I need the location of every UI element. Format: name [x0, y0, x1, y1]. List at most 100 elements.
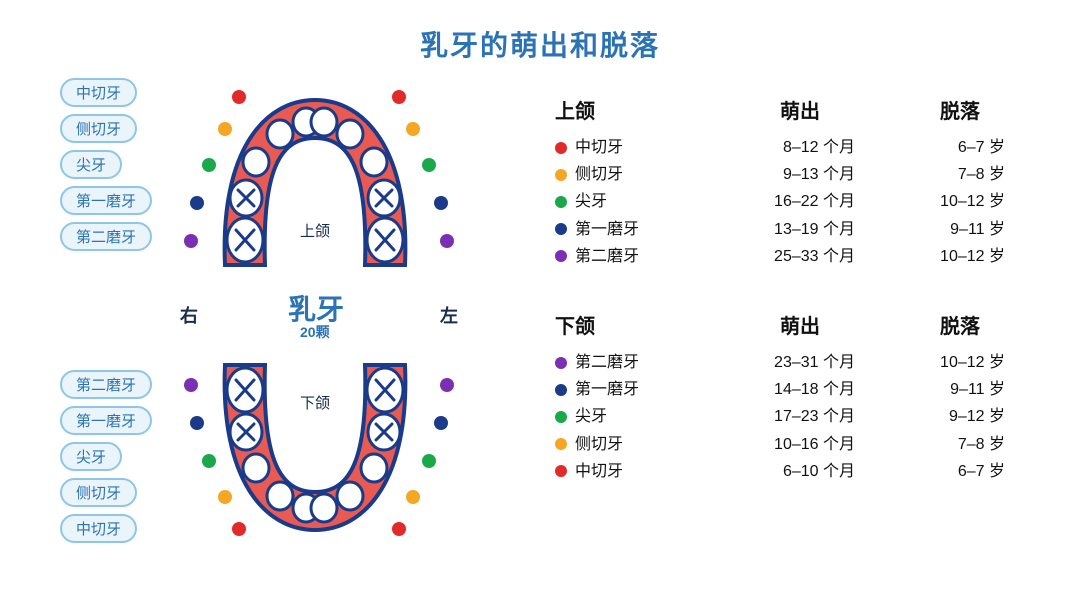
row-name: 中切牙 [555, 134, 715, 161]
tooth-type-label: 侧切牙 [60, 114, 137, 143]
legend-dot [555, 384, 567, 396]
row-shed: 6–7 岁 [885, 134, 1035, 161]
table-row: 尖牙 17–23 个月9–12 岁 [555, 403, 1055, 430]
col-shed: 脱落 [885, 95, 1035, 124]
row-erupt: 14–18 个月 [715, 376, 885, 403]
lower-arch [210, 350, 420, 540]
tooth-dot [434, 416, 448, 430]
tooth-dot [232, 522, 246, 536]
tooth-type-label: 第一磨牙 [60, 406, 152, 435]
legend-dot [555, 169, 567, 181]
row-name-text: 第一磨牙 [575, 376, 639, 403]
tables-area: 上颌萌出脱落中切牙8–12 个月6–7 岁侧切牙9–13 个月7–8 岁尖牙16… [555, 95, 1055, 525]
page-title: 乳牙的萌出和脱落 [0, 24, 1080, 64]
table-row: 中切牙6–10 个月6–7 岁 [555, 458, 1055, 485]
col-erupt: 萌出 [715, 95, 885, 124]
tooth-dot [232, 90, 246, 104]
row-shed: 9–12 岁 [885, 403, 1035, 430]
row-name-text: 尖牙 [575, 188, 607, 215]
tooth-dot [422, 454, 436, 468]
legend-dot [555, 357, 567, 369]
row-name-text: 中切牙 [575, 134, 623, 161]
tooth-dot [184, 378, 198, 392]
legend-dot [555, 223, 567, 235]
table-lower: 下颌萌出脱落第二磨牙 23–31 个月10–12 岁第一磨牙 14–18 个月9–1… [555, 310, 1055, 485]
tooth-dot [202, 158, 216, 172]
table-row: 第一磨牙14–18 个月9–11 岁 [555, 376, 1055, 403]
tooth-dot [392, 522, 406, 536]
legend-dot [555, 465, 567, 477]
row-erupt: 17–23 个月 [715, 403, 885, 430]
col-jaw: 下颌 [555, 310, 715, 339]
row-shed: 10–12 岁 [885, 349, 1035, 376]
row-name-text: 尖牙 [575, 403, 607, 430]
tooth-type-label: 尖牙 [60, 442, 122, 471]
row-name: 尖牙 [555, 403, 715, 430]
row-shed: 7–8 岁 [885, 161, 1035, 188]
upper-jaw-label: 上颌 [300, 220, 330, 241]
row-name-text: 侧切牙 [575, 431, 623, 458]
row-shed: 10–12 岁 [885, 188, 1035, 215]
legend-dot [555, 196, 567, 208]
table-row: 第一磨牙13–19 个月9–11 岁 [555, 216, 1055, 243]
tooth-dot [440, 234, 454, 248]
table-row: 第二磨牙 23–31 个月10–12 岁 [555, 349, 1055, 376]
row-name-text: 侧切牙 [575, 161, 623, 188]
legend-dot [555, 411, 567, 423]
row-erupt: 6–10 个月 [715, 458, 885, 485]
tooth-type-label: 第二磨牙 [60, 222, 152, 251]
tooth-dot [190, 416, 204, 430]
tooth-dot [406, 122, 420, 136]
row-erupt: 25–33 个月 [715, 243, 885, 270]
tooth-type-label: 侧切牙 [60, 478, 137, 507]
row-shed: 6–7 岁 [885, 458, 1035, 485]
row-erupt: 23–31 个月 [715, 349, 885, 376]
tooth-type-label: 第一磨牙 [60, 186, 152, 215]
row-erupt: 10–16 个月 [715, 431, 885, 458]
tooth-type-label: 中切牙 [60, 514, 137, 543]
legend-dot [555, 438, 567, 450]
row-name: 中切牙 [555, 458, 715, 485]
row-name: 第一磨牙 [555, 376, 715, 403]
lower-jaw-label: 下颌 [300, 392, 330, 413]
col-jaw: 上颌 [555, 95, 715, 124]
row-name: 侧切牙 [555, 431, 715, 458]
tooth-dot [202, 454, 216, 468]
row-name: 第二磨牙 [555, 243, 715, 270]
upper-arch [210, 90, 420, 280]
teeth-diagram: 上颌 下颌 右 左 乳牙 20颗 中切牙侧切牙尖牙第一磨牙第二磨牙第二磨牙第一磨… [40, 70, 520, 580]
table-header: 上颌萌出脱落 [555, 95, 1055, 124]
center-subtitle: 20颗 [300, 322, 330, 342]
row-erupt: 9–13 个月 [715, 161, 885, 188]
row-shed: 7–8 岁 [885, 431, 1035, 458]
row-name: 尖牙 [555, 188, 715, 215]
row-name-text: 第二磨牙 [575, 243, 639, 270]
tooth-dot [184, 234, 198, 248]
left-side-label: 左 [440, 302, 458, 328]
row-shed: 9–11 岁 [885, 216, 1035, 243]
table-row: 侧切牙 10–16 个月7–8 岁 [555, 431, 1055, 458]
tooth-dot [218, 122, 232, 136]
right-side-label: 右 [180, 302, 198, 328]
table-row: 侧切牙 9–13 个月7–8 岁 [555, 161, 1055, 188]
row-name-text: 第二磨牙 [575, 349, 639, 376]
tooth-type-label: 第二磨牙 [60, 370, 152, 399]
tooth-dot [406, 490, 420, 504]
row-erupt: 13–19 个月 [715, 216, 885, 243]
table-row: 尖牙 16–22 个月10–12 岁 [555, 188, 1055, 215]
row-name: 第二磨牙 [555, 349, 715, 376]
row-erupt: 8–12 个月 [715, 134, 885, 161]
tooth-type-label: 尖牙 [60, 150, 122, 179]
table-row: 中切牙 8–12 个月6–7 岁 [555, 134, 1055, 161]
table-upper: 上颌萌出脱落中切牙 8–12 个月6–7 岁侧切牙 9–13 个月7–8 岁尖牙 16… [555, 95, 1055, 270]
row-erupt: 16–22 个月 [715, 188, 885, 215]
row-name: 第一磨牙 [555, 216, 715, 243]
legend-dot [555, 142, 567, 154]
table-header: 下颌萌出脱落 [555, 310, 1055, 339]
tooth-dot [218, 490, 232, 504]
table-row: 第二磨牙 25–33 个月10–12 岁 [555, 243, 1055, 270]
row-shed: 10–12 岁 [885, 243, 1035, 270]
tooth-dot [434, 196, 448, 210]
tooth-dot [422, 158, 436, 172]
tooth-dot [440, 378, 454, 392]
